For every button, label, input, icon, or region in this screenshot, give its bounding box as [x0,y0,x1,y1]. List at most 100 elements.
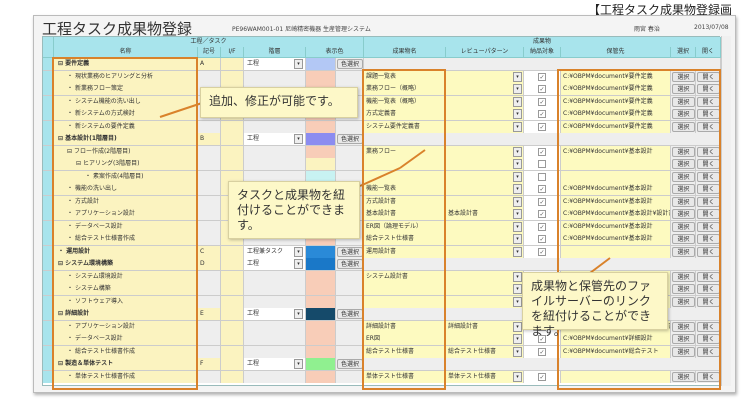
chevron-down-icon[interactable]: ▾ [294,359,303,369]
storage-path[interactable]: C:¥OBPM¥document¥基本設計 [561,220,671,233]
review-pattern-select[interactable]: ▾ [446,70,524,83]
delivery-target-checkbox[interactable]: ✓ [538,235,546,243]
storage-path[interactable] [561,158,671,170]
review-pattern-select[interactable]: ▾ [446,195,524,208]
table-row[interactable]: ⊟ ヒアリング(3階層目) ▾ 選択 開く [43,158,721,171]
table-row[interactable]: ・ ソフトウェア導入 ▾ 選択 開く [43,295,721,308]
level-select[interactable] [244,320,306,333]
task-if[interactable] [221,170,244,183]
chevron-down-icon[interactable]: ▾ [513,334,522,344]
task-code[interactable]: C [198,245,221,258]
chevron-down-icon[interactable]: ▾ [513,346,522,357]
select-button[interactable]: 選択 [672,221,695,232]
task-code[interactable] [198,183,221,195]
task-if[interactable] [221,283,244,295]
chevron-down-icon[interactable]: ▾ [513,71,522,82]
delivery-target-checkbox[interactable]: ✓ [538,247,546,256]
delivery-target-checkbox[interactable]: ✓ [538,110,546,118]
chevron-down-icon[interactable]: ▾ [513,284,522,294]
delivery-target-checkbox[interactable]: ✓ [538,147,546,156]
table-row[interactable]: ⊟ フロー作成(2階層目) 業務フロー ▾ ✓ C:¥OBPM¥document… [43,145,721,158]
chevron-down-icon[interactable]: ▾ [294,59,303,69]
chevron-down-icon[interactable]: ▾ [513,171,522,182]
table-row[interactable]: ・ 総合テスト仕様書作成 総合テスト仕様書 総合テスト仕様書 ▾ ✓ C:¥OBP… [43,345,721,358]
task-code[interactable] [198,158,221,170]
task-code[interactable]: D [198,258,221,270]
select-button[interactable]: 選択 [672,96,695,107]
level-select[interactable] [244,158,306,170]
color-select-button[interactable]: 色選択 [337,59,363,69]
level-select[interactable]: 工程 ▾ [244,258,306,270]
task-code[interactable] [198,70,221,83]
delivery-target-checkbox[interactable]: ✓ [538,372,546,381]
select-button[interactable]: 選択 [672,184,695,194]
task-if[interactable] [221,370,244,383]
delivery-target-checkbox[interactable]: ✓ [538,72,546,81]
delivery-target-checkbox[interactable]: ✓ [538,97,546,106]
task-code[interactable]: E [198,308,221,320]
review-pattern-select[interactable]: ▾ [446,120,524,133]
delivery-target-checkbox[interactable]: ✓ [538,85,546,93]
storage-path[interactable]: C:¥OBPM¥document¥基本設計 [561,233,671,245]
table-row[interactable]: ・ 総合テスト仕様書作成 総合テスト仕様書 ▾ ✓ C:¥OBPM¥docume… [43,233,721,246]
task-code[interactable] [198,233,221,245]
table-row[interactable]: ・ 現状業務のヒアリングと分析 課題一覧表 ▾ ✓ C:¥OBPM¥docume… [43,70,721,83]
delivery-target-checkbox[interactable]: ✓ [538,185,546,193]
select-button[interactable]: 選択 [672,171,695,182]
review-pattern-select[interactable]: 総合テスト仕様書 ▾ [446,345,524,358]
select-button[interactable]: 選択 [672,84,695,94]
storage-path[interactable] [561,370,671,383]
chevron-down-icon[interactable]: ▾ [513,246,522,257]
table-row[interactable]: ⊟ 製造＆単体テスト F 工程 ▾ 色選択 [43,358,721,371]
select-button[interactable]: 選択 [672,321,695,332]
chevron-down-icon[interactable]: ▾ [513,196,522,207]
chevron-down-icon[interactable]: ▾ [513,109,522,119]
select-button[interactable]: 選択 [672,71,695,82]
chevron-down-icon[interactable]: ▾ [513,221,522,232]
storage-path[interactable]: C:¥OBPM¥document¥要件定義 [561,108,671,120]
review-pattern-select[interactable]: ▾ [446,158,524,170]
task-code[interactable] [198,208,221,220]
task-code[interactable]: F [198,358,221,370]
task-if[interactable] [221,333,244,345]
delivery-target-checkbox[interactable]: ✓ [538,197,546,206]
delivery-target-checkbox[interactable] [538,160,546,168]
task-code[interactable]: B [198,133,221,145]
table-row[interactable]: ⊟ システム環境構築 D 工程 ▾ 色選択 [43,258,721,271]
vertical-scrollbar[interactable] [721,36,731,386]
task-if[interactable] [221,145,244,158]
select-button[interactable]: 選択 [672,159,695,169]
select-button[interactable]: 選択 [672,284,695,294]
level-select[interactable] [244,333,306,345]
level-select[interactable] [244,370,306,383]
review-pattern-select[interactable]: ▾ [446,83,524,95]
select-button[interactable]: 選択 [672,346,695,357]
storage-path[interactable]: C:¥OBPM¥document¥基本設計¥設計書 [561,208,671,220]
storage-path[interactable]: C:¥OBPM¥document¥要件定義 [561,70,671,83]
level-select[interactable] [244,70,306,83]
task-code[interactable]: A [198,58,221,70]
storage-path[interactable]: C:¥OBPM¥document¥要件定義 [561,83,671,95]
review-pattern-select[interactable]: ▾ [446,183,524,195]
task-if[interactable] [221,270,244,283]
delivery-target-checkbox[interactable]: ✓ [538,347,546,356]
review-pattern-select[interactable]: ▾ [446,108,524,120]
expand-icon[interactable]: ⊟ [67,147,73,155]
level-select[interactable] [244,170,306,183]
chevron-down-icon[interactable]: ▾ [513,371,522,382]
chevron-down-icon[interactable]: ▾ [513,184,522,194]
task-code[interactable] [198,195,221,208]
delivery-target-checkbox[interactable]: ✓ [538,335,546,343]
select-button[interactable]: 選択 [672,246,695,257]
expand-icon[interactable]: ⊟ [58,360,64,367]
select-button[interactable]: 選択 [672,146,695,157]
chevron-down-icon[interactable]: ▾ [513,234,522,244]
expand-icon[interactable]: ⊟ [58,260,64,267]
chevron-down-icon[interactable]: ▾ [294,246,303,257]
select-button[interactable]: 選択 [672,196,695,207]
task-if[interactable] [221,70,244,83]
table-row[interactable]: ・ データベース設計 ER図 ▾ ✓ C:¥OBPM¥document¥詳細設計… [43,333,721,346]
task-if[interactable] [221,158,244,170]
expand-icon[interactable]: ⊟ [58,135,64,142]
review-pattern-select[interactable]: 単体テスト仕様書 ▾ [446,370,524,383]
